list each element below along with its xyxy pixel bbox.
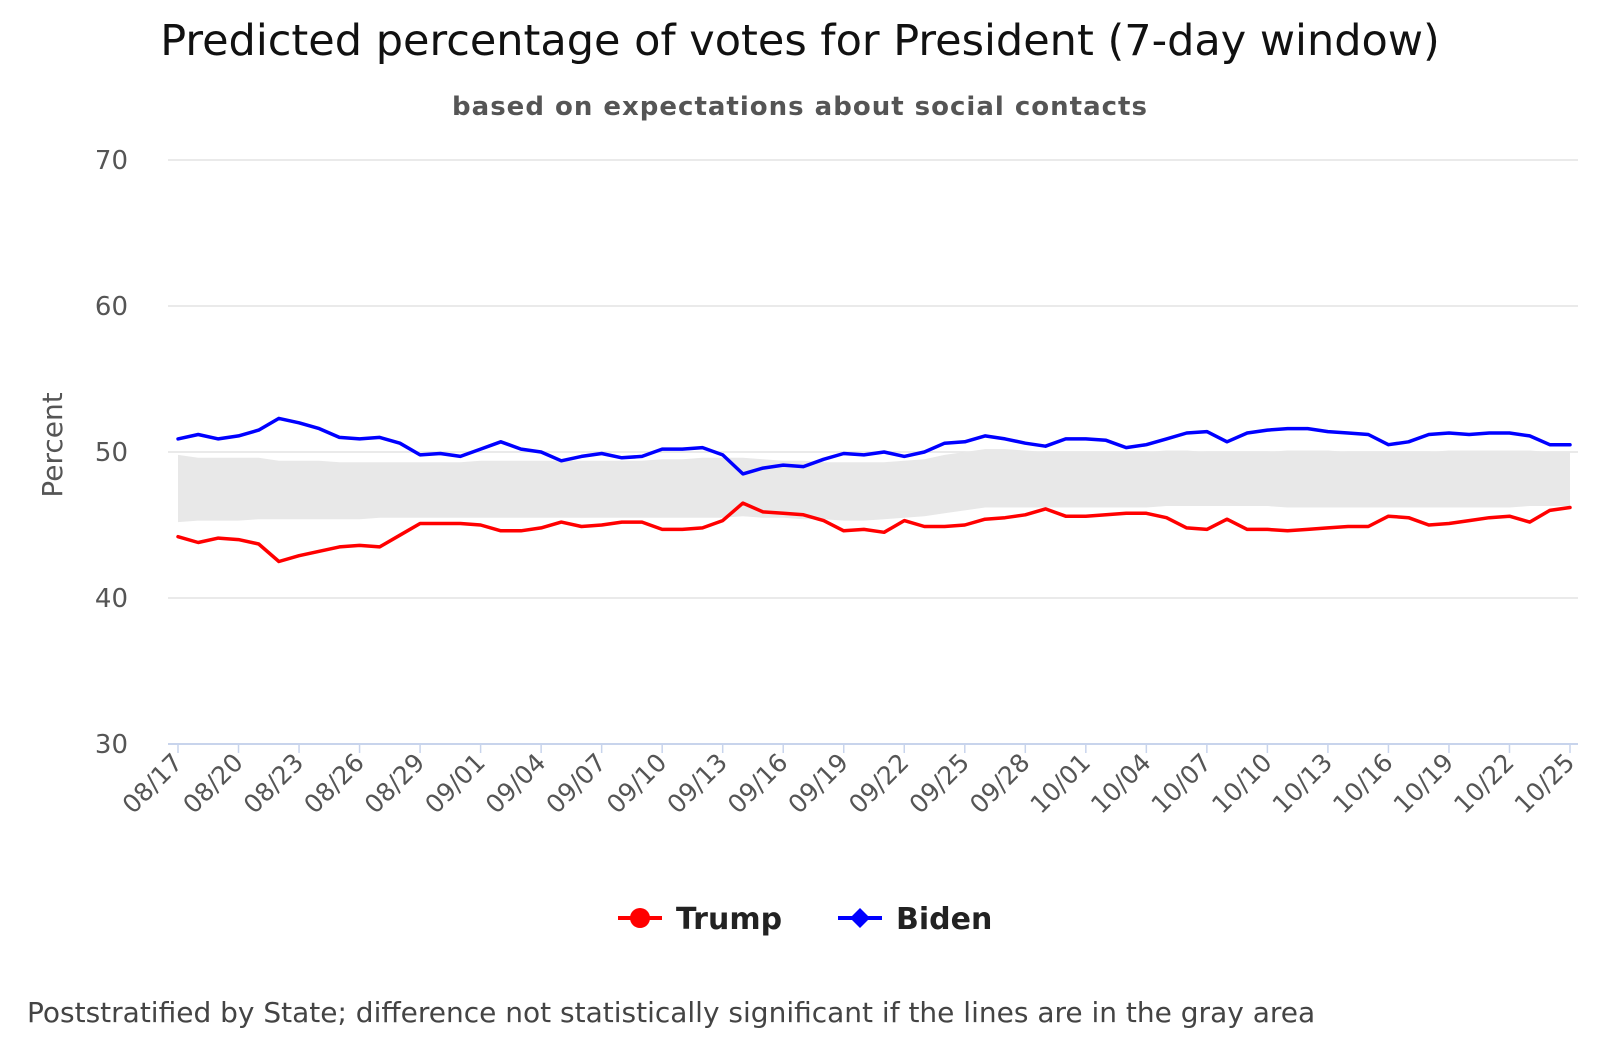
x-tick-label-10/22: 10/22 bbox=[1448, 748, 1519, 819]
chart-title: Predicted percentage of votes for Presid… bbox=[160, 16, 1440, 66]
legend-label-biden: Biden bbox=[896, 902, 992, 937]
x-tick-label-09/07: 09/07 bbox=[540, 748, 611, 819]
series-line-trump bbox=[176, 501, 1572, 564]
significance-band bbox=[178, 449, 1570, 523]
x-tick-label-10/10: 10/10 bbox=[1206, 748, 1277, 819]
legend-label-trump: Trump bbox=[676, 902, 782, 937]
y-axis-title: Percent bbox=[36, 392, 69, 497]
x-tick-label-09/16: 09/16 bbox=[722, 748, 793, 819]
legend-marker-biden bbox=[850, 908, 870, 928]
x-tick-label-10/16: 10/16 bbox=[1327, 748, 1398, 819]
x-tick-label-09/10: 09/10 bbox=[601, 748, 672, 819]
x-tick-label-09/04: 09/04 bbox=[480, 748, 551, 819]
x-tick-label-10/19: 10/19 bbox=[1388, 748, 1459, 819]
legend-marker-trump bbox=[630, 908, 650, 928]
x-tick-label-10/13: 10/13 bbox=[1267, 748, 1338, 819]
chart-subtitle: based on expectations about social conta… bbox=[452, 92, 1148, 122]
x-tick-label-10/07: 10/07 bbox=[1146, 748, 1217, 819]
x-tick-label-08/20: 08/20 bbox=[177, 748, 248, 819]
x-tick-label-09/25: 09/25 bbox=[904, 748, 975, 819]
x-tick-label-09/01: 09/01 bbox=[419, 748, 490, 819]
x-tick-label-09/13: 09/13 bbox=[661, 748, 732, 819]
y-tick-label-70: 70 bbox=[95, 146, 128, 176]
y-tick-label-30: 30 bbox=[95, 730, 128, 760]
x-tick-label-09/19: 09/19 bbox=[783, 748, 854, 819]
chart-footnote: Poststratified by State; difference not … bbox=[27, 996, 1316, 1029]
x-tick-label-10/04: 10/04 bbox=[1085, 748, 1156, 819]
x-tick-label-10/01: 10/01 bbox=[1025, 748, 1096, 819]
x-tick-label-08/29: 08/29 bbox=[359, 748, 430, 819]
x-tick-label-10/25: 10/25 bbox=[1509, 748, 1580, 819]
x-tick-label-09/28: 09/28 bbox=[964, 748, 1035, 819]
x-tick-label-08/26: 08/26 bbox=[298, 748, 369, 819]
x-tick-label-09/22: 09/22 bbox=[843, 748, 914, 819]
x-tick-label-08/23: 08/23 bbox=[238, 748, 309, 819]
series-line-biden bbox=[176, 416, 1572, 476]
y-tick-label-50: 50 bbox=[95, 438, 128, 468]
y-tick-label-60: 60 bbox=[95, 292, 128, 322]
y-tick-label-40: 40 bbox=[95, 584, 128, 614]
